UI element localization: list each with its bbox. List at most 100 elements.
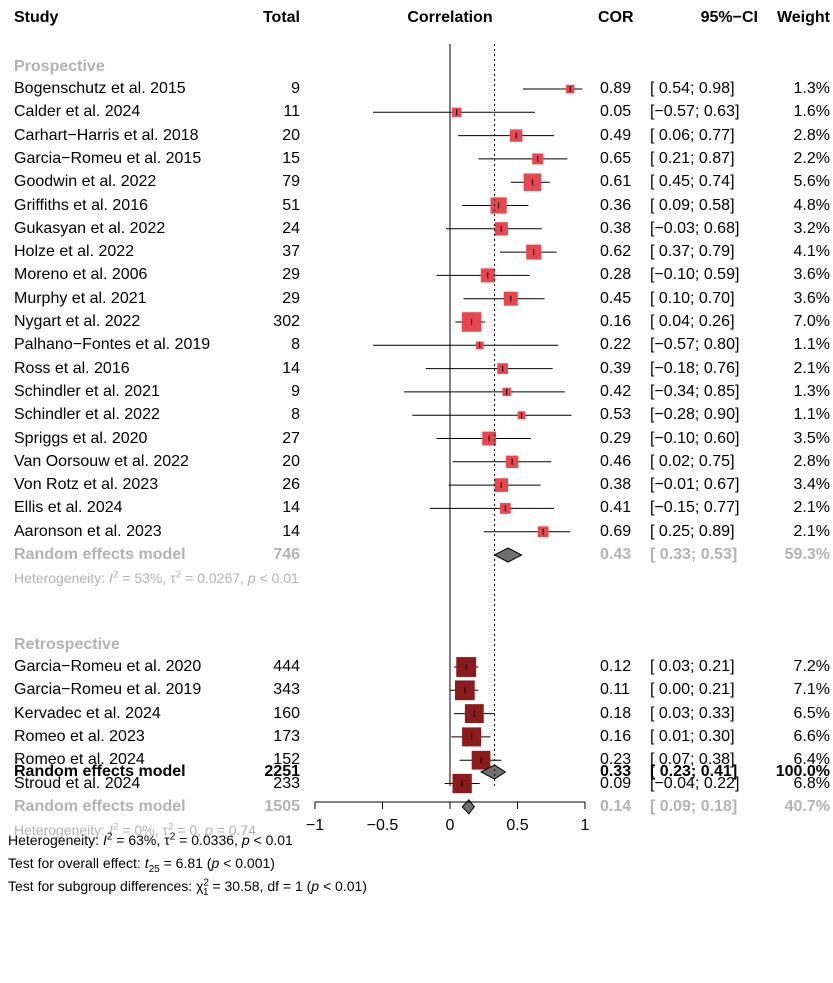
- overall-summary-diamond: [479, 764, 507, 780]
- study-ci: [ 0.03; 0.33]: [650, 704, 735, 722]
- study-total: 8: [291, 336, 300, 354]
- study-name: Von Rotz et al. 2023: [14, 476, 159, 494]
- study-ci: [−0.18; 0.76]: [650, 359, 740, 377]
- study-cor: 0.23: [600, 751, 632, 769]
- study-name: Garcia−Romeu et al. 2019: [14, 681, 202, 699]
- study-weight: 6.4%: [793, 751, 830, 769]
- study-total: 26: [282, 476, 300, 494]
- study-name: Romeo et al. 2023: [14, 727, 145, 745]
- study-cor: 0.22: [600, 336, 632, 354]
- study-weight: 1.3%: [793, 80, 830, 97]
- study-weight: 3.6%: [793, 266, 830, 284]
- study-cor: 0.11: [600, 681, 630, 699]
- study-cor: 0.16: [600, 313, 632, 330]
- study-total: 233: [273, 774, 300, 792]
- study-total: 14: [282, 522, 300, 540]
- study-cor: 0.18: [600, 704, 632, 722]
- study-name: Palhano−Fontes et al. 2019: [14, 336, 211, 354]
- study-total: 15: [282, 149, 300, 167]
- header-total: Total: [262, 9, 300, 26]
- study-name: Bogenschutz et al. 2015: [14, 80, 186, 97]
- study-cor: 0.12: [600, 658, 632, 675]
- study-weight: 1.1%: [793, 406, 830, 424]
- footer-heterogeneity: Heterogeneity: I2 = 63%, τ2 = 0.0336, p …: [8, 831, 293, 848]
- study-cor: 0.61: [600, 173, 632, 191]
- subgroup-summary-weight: 40.7%: [784, 797, 830, 815]
- study-total: 160: [273, 704, 300, 722]
- study-ci: [ 0.00; 0.21]: [650, 681, 735, 699]
- study-ci: [ 0.01; 0.30]: [650, 727, 735, 745]
- overall-summary-label: Random effects model: [14, 763, 186, 780]
- study-total: 24: [282, 219, 300, 237]
- x-axis-tick-label: −0.5: [366, 817, 399, 834]
- study-ci: [ 0.54; 0.98]: [650, 80, 735, 97]
- study-name: Schindler et al. 2021: [14, 382, 160, 400]
- study-cor: 0.28: [600, 266, 632, 284]
- study-cor: 0.41: [600, 499, 632, 517]
- study-ci: [−0.57; 0.80]: [650, 336, 740, 354]
- x-axis-tick-label: 0: [445, 817, 455, 834]
- study-ci: [ 0.45; 0.74]: [650, 173, 735, 191]
- study-weight: 1.6%: [793, 103, 830, 121]
- study-name: Calder et al. 2024: [14, 103, 141, 121]
- footer-overall-effect-test: Test for overall effect: t25 = 6.81 (p <…: [8, 855, 275, 875]
- x-axis-tick-label: −1: [305, 817, 325, 834]
- study-cor: 0.05: [600, 103, 632, 121]
- study-total: 29: [282, 266, 300, 284]
- study-ci: [ 0.04; 0.26]: [650, 313, 735, 330]
- study-cor: 0.53: [600, 406, 632, 424]
- study-weight: 2.1%: [793, 522, 830, 540]
- header-weight: Weight: [776, 9, 830, 26]
- study-name: Garcia−Romeu et al. 2015: [14, 149, 202, 167]
- study-weight: 2.2%: [793, 149, 830, 167]
- header-study: Study: [14, 9, 59, 26]
- subgroup-summary-cor: 0.43: [600, 546, 632, 563]
- study-weight: 7.0%: [793, 313, 830, 330]
- study-name: Goodwin et al. 2022: [14, 173, 157, 191]
- subgroup-heterogeneity: Heterogeneity: I2 = 53%, τ2 = 0.0267, p …: [14, 569, 299, 586]
- study-ci: [−0.01; 0.67]: [650, 476, 740, 494]
- subgroup-summary-label: Random effects model: [14, 797, 186, 815]
- study-weight: 7.2%: [793, 658, 830, 675]
- study-total: 152: [273, 751, 300, 769]
- study-weight: 2.8%: [793, 452, 830, 470]
- study-name: Spriggs et al. 2020: [14, 429, 148, 447]
- group-label-1: Retrospective: [14, 636, 120, 653]
- subgroup-summary-cor: 0.14: [600, 797, 632, 815]
- study-ci: [ 0.06; 0.77]: [650, 126, 735, 144]
- study-name: Ross et al. 2016: [14, 359, 130, 377]
- study-weight: 2.1%: [793, 359, 830, 377]
- study-total: 9: [291, 382, 300, 400]
- x-axis-tick-label: 0.5: [506, 817, 529, 834]
- header-correlation: Correlation: [407, 9, 493, 26]
- subgroup-heterogeneity: Heterogeneity: I2 = 0%, τ2 = 0, p = 0.74: [14, 821, 256, 838]
- study-total: 20: [282, 126, 300, 144]
- study-cor: 0.49: [600, 126, 632, 144]
- study-cor: 0.46: [600, 452, 632, 470]
- subgroup-summary-total: 746: [273, 546, 300, 563]
- overall-summary-ci: [ 0.23; 0.41]: [650, 763, 738, 780]
- study-total: 37: [282, 243, 300, 261]
- study-total: 11: [283, 103, 300, 121]
- subgroup-summary-diamond: [493, 547, 523, 563]
- study-weight: 1.3%: [793, 382, 830, 400]
- study-ci: [−0.57; 0.63]: [650, 103, 740, 121]
- study-name: Stroud et al. 2024: [14, 774, 141, 792]
- study-total: 20: [282, 452, 300, 470]
- study-ci: [ 0.03; 0.21]: [650, 658, 735, 675]
- study-cor: 0.38: [600, 219, 632, 237]
- study-cor: 0.39: [600, 359, 632, 377]
- study-weight: 4.1%: [793, 243, 830, 261]
- study-weight: 2.1%: [793, 499, 830, 517]
- study-name: Carhart−Harris et al. 2018: [14, 126, 199, 144]
- study-cor: 0.16: [600, 727, 632, 745]
- header-ci: 95%−CI: [700, 9, 758, 26]
- overall-summary-weight: 100.0%: [775, 763, 830, 780]
- study-ci: [ 0.02; 0.75]: [650, 452, 735, 470]
- study-name: Van Oorsouw et al. 2022: [14, 452, 189, 470]
- study-ci: [−0.03; 0.68]: [650, 219, 740, 237]
- study-weight: 3.6%: [793, 289, 830, 307]
- study-total: 29: [282, 289, 300, 307]
- subgroup-summary-weight: 59.3%: [784, 546, 830, 563]
